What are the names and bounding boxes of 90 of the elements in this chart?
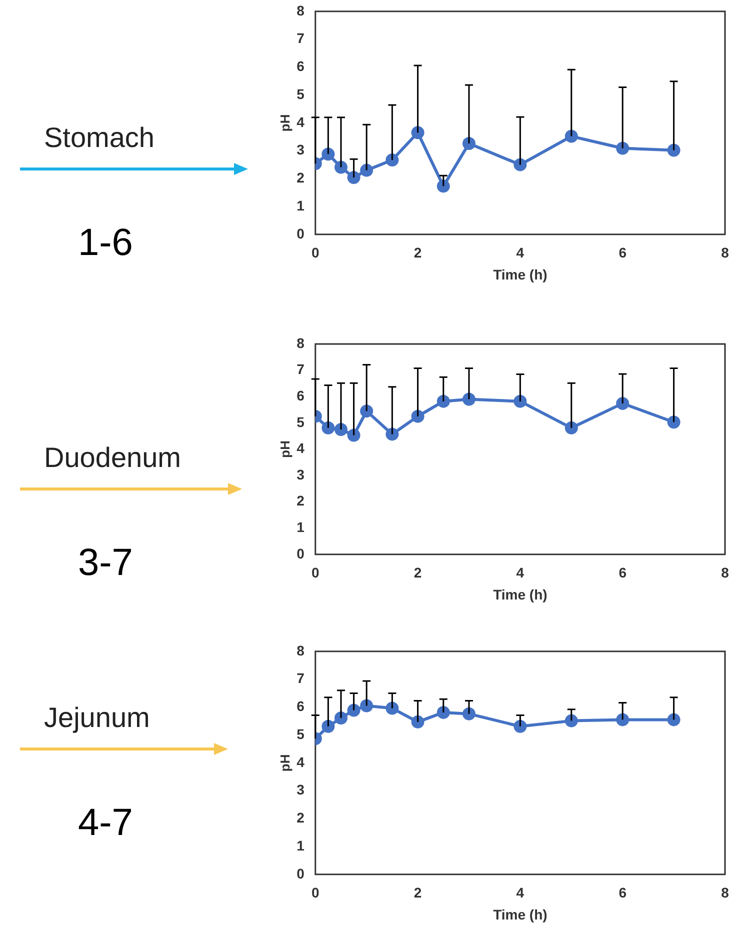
point <box>616 396 630 410</box>
x-tick-label: 2 <box>414 884 422 901</box>
x-tick-label: 4 <box>516 564 524 581</box>
point <box>616 142 630 155</box>
text: Stomach <box>44 122 154 154</box>
point <box>360 699 374 712</box>
y-tick-label: 1 <box>296 197 305 214</box>
y-axis-title: pH <box>277 754 292 772</box>
point <box>411 126 424 140</box>
point <box>564 714 578 728</box>
y-tick-label: 7 <box>296 30 305 46</box>
point <box>667 416 680 429</box>
y-tick-label: 8 <box>296 642 305 658</box>
y-tick-label: 0 <box>296 225 305 242</box>
point <box>564 130 578 143</box>
y-tick-label: 4 <box>296 114 305 130</box>
text: 3-7 <box>78 542 133 585</box>
y-tick-label: 0 <box>296 545 305 562</box>
point <box>360 404 374 418</box>
point <box>322 148 335 161</box>
y-tick-label: 2 <box>296 810 305 826</box>
point <box>386 153 399 166</box>
point <box>386 428 399 441</box>
y-tick-label: 4 <box>296 440 305 456</box>
y-tick-label: 2 <box>296 492 305 509</box>
y-tick-label: 1 <box>296 837 305 854</box>
point <box>514 158 527 172</box>
y-tick-label: 2 <box>296 170 305 186</box>
point <box>462 137 476 150</box>
text: 4-7 <box>78 802 133 845</box>
y-tick-label: 3 <box>296 466 305 482</box>
point <box>322 720 335 733</box>
y-tick-label: 5 <box>296 726 305 742</box>
x-tick-label: 0 <box>311 884 320 901</box>
point <box>334 160 348 174</box>
x-axis-title: Time (h) <box>493 586 548 602</box>
x-axis-title: Time (h) <box>493 266 548 282</box>
point <box>436 706 450 719</box>
x-tick-label: 0 <box>311 244 320 261</box>
point <box>322 421 335 434</box>
point <box>411 410 424 423</box>
y-tick-label: 6 <box>296 698 305 714</box>
point <box>667 144 680 157</box>
y-axis-title: pH <box>277 114 292 132</box>
point <box>386 702 399 715</box>
y-tick-label: 3 <box>296 142 305 158</box>
y-tick-label: 8 <box>296 2 305 18</box>
x-tick-label: 4 <box>516 244 524 261</box>
point <box>347 428 360 442</box>
x-tick-label: 4 <box>516 884 524 901</box>
y-tick-label: 8 <box>296 334 305 351</box>
y-tick-label: 4 <box>296 754 305 770</box>
text: Duodenum <box>44 442 181 474</box>
point <box>667 713 680 726</box>
text: Jejunum <box>44 702 150 734</box>
y-tick-label: 7 <box>296 670 305 686</box>
y-tick-label: 3 <box>296 782 305 798</box>
x-tick-label: 8 <box>721 244 730 261</box>
y-tick-label: 0 <box>296 865 305 882</box>
point <box>462 707 476 720</box>
x-tick-label: 6 <box>618 564 627 581</box>
point <box>411 715 424 728</box>
y-tick-label: 6 <box>296 58 305 74</box>
x-tick-label: 8 <box>721 884 730 901</box>
point <box>616 713 630 726</box>
point <box>360 164 374 177</box>
x-axis-title: Time (h) <box>493 906 548 922</box>
x-tick-label: 6 <box>618 884 627 901</box>
y-tick-label: 5 <box>296 86 305 102</box>
x-tick-label: 6 <box>618 244 627 261</box>
point <box>514 394 527 408</box>
point <box>436 394 450 408</box>
point <box>564 421 578 434</box>
point <box>334 712 348 725</box>
point <box>436 180 450 193</box>
y-tick-label: 5 <box>296 414 305 430</box>
x-tick-label: 8 <box>721 564 730 581</box>
text: 1-6 <box>78 222 133 265</box>
y-tick-label: 1 <box>296 518 305 535</box>
point <box>514 720 527 733</box>
x-tick-label: 2 <box>414 244 422 261</box>
y-tick-label: 6 <box>296 387 305 404</box>
point <box>347 171 360 184</box>
x-tick-label: 0 <box>311 564 320 581</box>
x-tick-label: 2 <box>414 564 422 581</box>
y-axis-title: pH <box>277 440 292 458</box>
point <box>347 704 360 717</box>
y-tick-label: 7 <box>296 361 305 378</box>
point <box>334 422 348 436</box>
point <box>462 392 476 406</box>
